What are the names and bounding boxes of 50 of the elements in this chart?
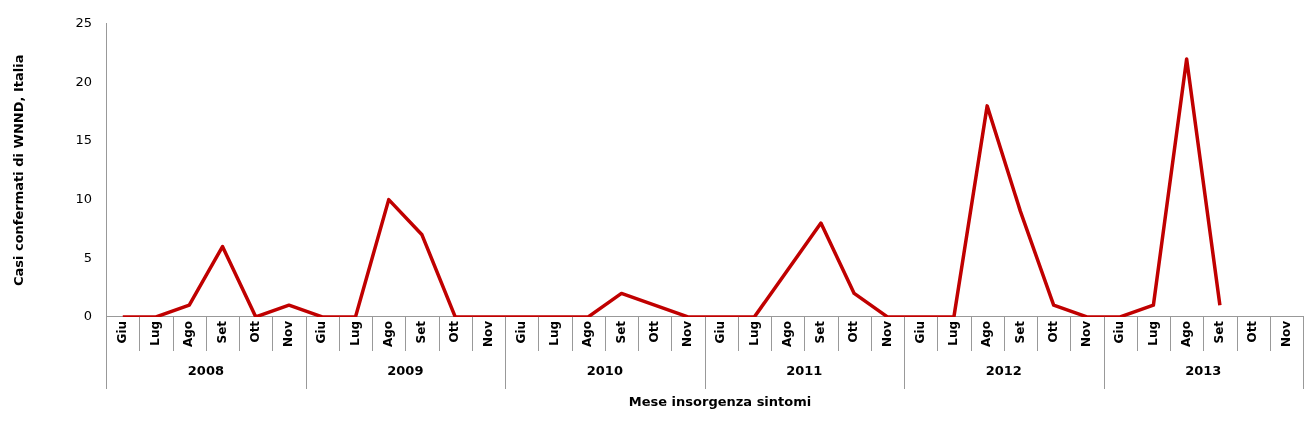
x-axis-title: Mese insorgenza sintomi [627, 393, 813, 411]
x-tick-label: Ago [979, 320, 994, 347]
text: 2013 [1185, 363, 1222, 379]
text: 2010 [586, 363, 623, 379]
x-tick-label: Set [414, 320, 429, 344]
x-tick-label: Giu [314, 320, 329, 344]
text: 2011 [786, 363, 823, 379]
x-tick-label: Giu [513, 320, 528, 344]
x-tick-label: Lug [1145, 320, 1160, 346]
x-tick-label: Lug [547, 320, 562, 346]
x-tick-label: Ott [447, 320, 462, 343]
x-tick-label: Nov [879, 320, 894, 347]
x-tick-label: Nov [1278, 320, 1293, 347]
text: 2008 [187, 363, 224, 379]
text: 2012 [985, 363, 1022, 379]
x-tick-label: Lug [946, 320, 961, 346]
x-tick-label: Set [214, 320, 229, 344]
x-tick-label: Lug [347, 320, 362, 346]
y-tick-label: 10 [75, 191, 93, 207]
x-tick-label: Ott [646, 320, 661, 343]
y-axis-title: Casi confermati di WNND, Italia [11, 54, 27, 287]
y-tick-label: 5 [83, 249, 93, 265]
x-tick-label: Set [613, 320, 628, 344]
x-tick-label: Set [1212, 320, 1227, 344]
x-tick-label: Ott [1245, 320, 1260, 343]
x-tick-label: Ott [247, 320, 262, 343]
x-tick-label: Lug [746, 320, 761, 346]
x-tick-label: Ago [779, 320, 794, 347]
x-tick-label: Set [1012, 320, 1027, 344]
x-tick-label: Nov [281, 320, 296, 347]
text: 2009 [387, 363, 424, 379]
x-tick-label: Ago [380, 320, 395, 347]
x-tick-label: Giu [114, 320, 129, 344]
x-tick-label: Set [813, 320, 828, 344]
x-tick-label: Ago [181, 320, 196, 347]
y-tick-label: 0 [83, 308, 93, 324]
x-tick-label: Ott [846, 320, 861, 343]
x-tick-label: Lug [148, 320, 163, 346]
x-tick-label: Ago [580, 320, 595, 347]
y-tick-label: 15 [75, 132, 93, 148]
x-tick-label: Giu [1112, 320, 1127, 344]
y-tick-label: 20 [75, 73, 93, 89]
x-tick-label: Nov [1079, 320, 1094, 347]
x-tick-label: Giu [713, 320, 728, 344]
x-tick-label: Giu [912, 320, 927, 344]
x-tick-label: Ott [1045, 320, 1060, 343]
x-tick-label: Nov [680, 320, 695, 347]
x-tick-label: Nov [480, 320, 495, 347]
x-tick-label: Ago [1178, 320, 1193, 347]
y-tick-label: 25 [75, 15, 93, 31]
